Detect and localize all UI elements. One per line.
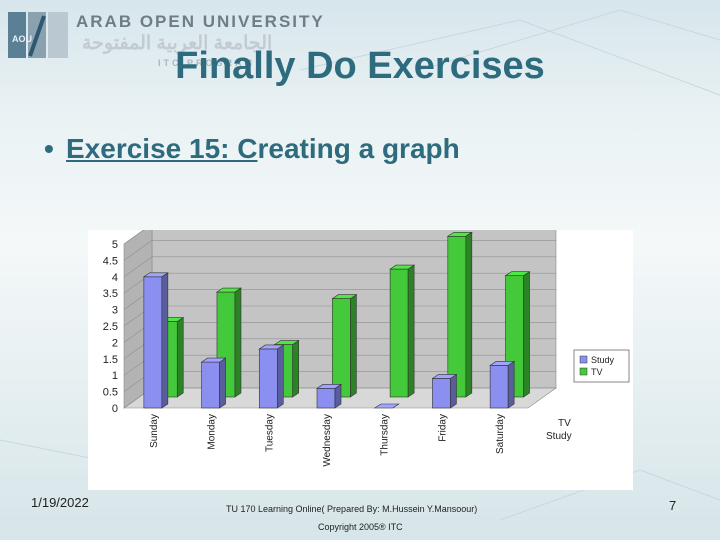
bar-tv-top <box>446 231 473 237</box>
y-tick-label: 3 <box>112 305 118 317</box>
exercise-link[interactable]: Exercise 15: C <box>66 133 258 164</box>
logo-english-text: ARAB OPEN UNIVERSITY <box>76 12 325 31</box>
bar-study-front <box>201 361 220 409</box>
bar-chart: 0 0.5 1 1.5 2 2.5 3 3.5 4 4.5 5 Sunday Monday Tuesday… <box>88 223 633 490</box>
bar-tv-front <box>389 268 409 398</box>
y-tick-label: 0 <box>112 403 118 415</box>
bar-tv-top <box>215 287 242 293</box>
footer-date: 1/19/2022 <box>31 495 89 510</box>
bar-study-side <box>276 344 284 409</box>
y-tick-label: 2 <box>112 337 118 349</box>
bar-study-top <box>200 357 227 363</box>
legend-box <box>573 349 630 383</box>
bar-tv-side <box>292 339 299 398</box>
bullet-dot: • <box>44 133 54 164</box>
bar-tv-top <box>273 340 300 345</box>
legend-label: TV <box>591 367 603 377</box>
bar-tv-side <box>176 316 184 398</box>
x-category-label: Thursday <box>380 414 391 456</box>
bar-study-side <box>219 357 226 409</box>
y-tick-label: 0.5 <box>103 387 118 399</box>
logo-arabic-text: الجامعة العربية المفتوحة <box>82 33 273 54</box>
legend-swatch <box>579 367 588 376</box>
x-category-label: Friday <box>437 414 448 442</box>
depth-axis-label: TV <box>558 418 571 429</box>
y-tick-label: 4 <box>112 272 118 284</box>
bar-tv-side <box>465 231 473 398</box>
x-category-label: Saturday <box>495 414 506 454</box>
y-tick-label: 5 <box>112 239 118 251</box>
bar-tv-top <box>389 264 416 270</box>
x-category-label: Tuesday <box>264 414 275 452</box>
logo-mark-text: AOU <box>12 34 32 44</box>
bar-study-front <box>143 276 163 409</box>
bar-tv-side <box>407 264 415 398</box>
bar-study-front <box>316 388 336 409</box>
footer-copyright: Copyright 2005® ITC <box>318 522 403 532</box>
logo-subtext: ITC PROGRAM <box>158 58 255 68</box>
bar-tv-side <box>234 287 242 398</box>
bar-study-front <box>489 365 509 409</box>
bar-tv-top <box>331 294 358 299</box>
bar-study-top <box>258 344 285 350</box>
y-tick-label: 4.5 <box>103 255 118 267</box>
bar-study-top <box>373 403 400 409</box>
bar-study-side <box>450 373 457 409</box>
footer-credit: TU 170 Learning Online( Prepared By: M.H… <box>226 504 478 514</box>
depth-axis-label: Study <box>546 431 572 442</box>
legend-swatch <box>579 355 588 364</box>
bar-study-top <box>489 361 516 366</box>
exercise-bullet: • Exercise 15: Creating a graph <box>44 133 460 165</box>
chart-gridline <box>123 240 556 261</box>
x-category-label: Monday <box>207 414 218 450</box>
y-tick-label: 1 <box>112 370 118 382</box>
bar-study-side <box>507 360 515 409</box>
slide-title: Finally Do Exercises <box>175 45 545 87</box>
exercise-text: reating a graph <box>257 133 460 164</box>
x-category-label: Sunday <box>149 414 160 448</box>
y-tick-label: 2.5 <box>103 321 118 333</box>
bar-study-top <box>431 374 458 379</box>
bar-tv-front <box>447 235 467 398</box>
university-logo: AOU ARAB OPEN UNIVERSITY الجامعة العربية… <box>8 8 323 68</box>
y-tick-label: 1.5 <box>103 354 118 366</box>
bar-study-top <box>316 384 342 389</box>
bar-tv-front <box>332 298 351 398</box>
y-tick-label: 3.5 <box>103 288 118 300</box>
bar-study-front <box>258 348 278 409</box>
chart-gridline <box>123 256 556 278</box>
legend-label: Study <box>591 355 615 365</box>
bar-study-side <box>161 272 169 409</box>
x-category-label: Wednesday <box>322 414 333 467</box>
university-logo-mark: AOU <box>8 12 68 58</box>
bar-study-front <box>432 378 451 409</box>
bar-tv-top <box>504 271 531 276</box>
bar-tv-side <box>523 271 530 398</box>
page-number: 7 <box>669 498 677 513</box>
bar-chart-canvas: 0 0.5 1 1.5 2 2.5 3 3.5 4 4.5 5 Sunday Monday Tuesday… <box>103 223 630 467</box>
bar-tv-side <box>350 294 357 398</box>
bar-study-top <box>142 272 169 278</box>
